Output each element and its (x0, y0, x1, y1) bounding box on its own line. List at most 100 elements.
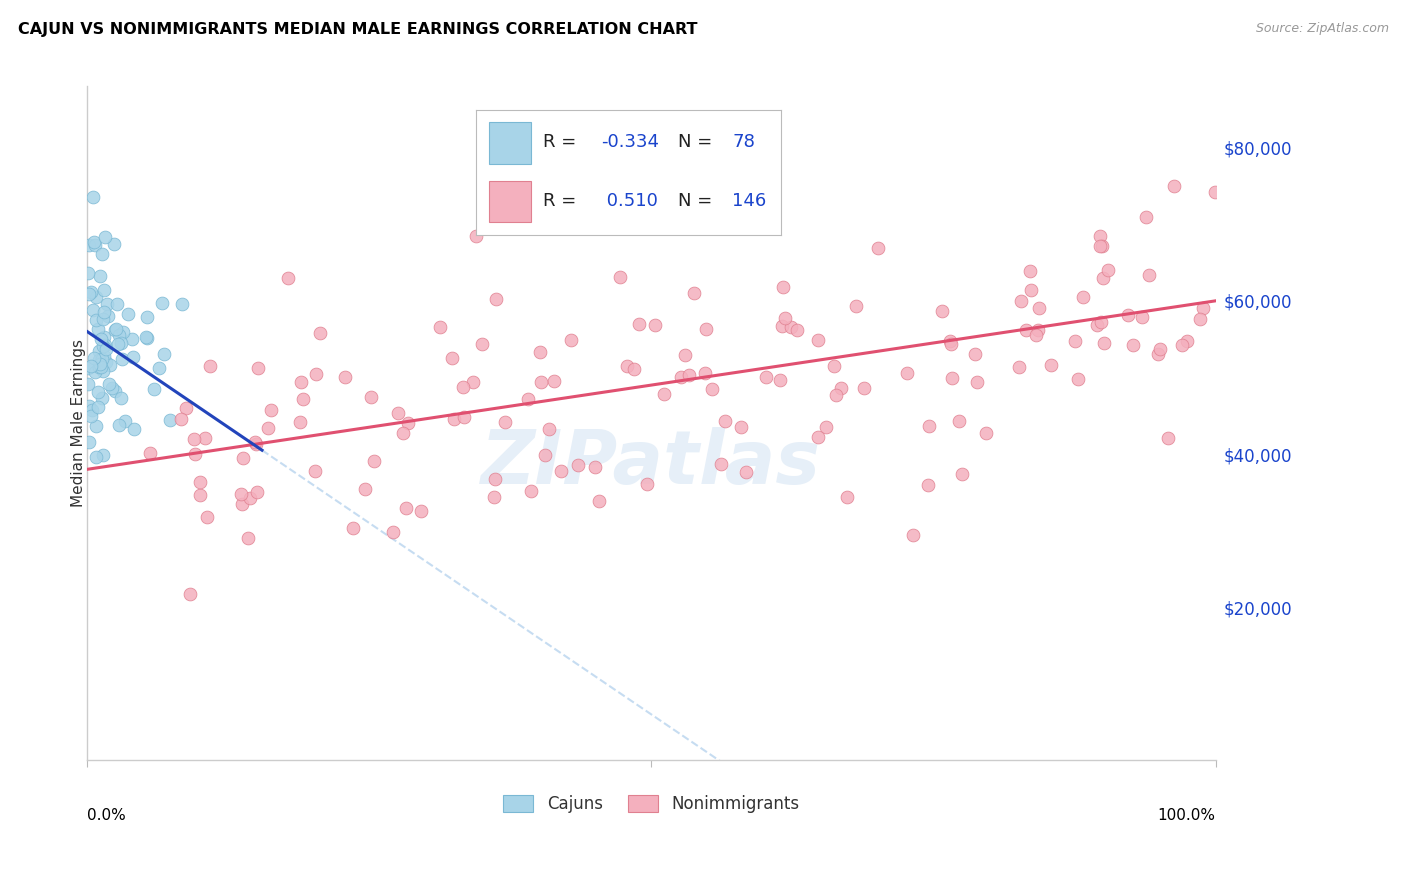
Point (363, 454, 385, 468)
Point (560, 334, 582, 348)
Point (484, 472, 506, 486)
Point (966, 375, 988, 389)
Point (1092, 271, 1115, 285)
Point (1019, 264, 1042, 278)
Point (693, 366, 716, 380)
Point (623, 362, 645, 376)
Point (93, 305, 115, 319)
Point (86, 401, 108, 415)
Point (845, 299, 868, 313)
Point (93, 329, 115, 343)
Text: CAJUN VS NONIMMIGRANTS MEDIAN MALE EARNINGS CORRELATION CHART: CAJUN VS NONIMMIGRANTS MEDIAN MALE EARNI… (18, 22, 697, 37)
Point (107, 337, 129, 351)
Point (1088, 239, 1111, 253)
Point (188, 487, 211, 501)
Point (779, 320, 801, 334)
Point (121, 350, 143, 364)
Point (1122, 338, 1144, 352)
Point (710, 457, 733, 471)
Point (770, 319, 793, 334)
Point (730, 420, 752, 434)
Point (1071, 290, 1094, 304)
Point (198, 359, 221, 373)
Point (86, 419, 108, 434)
Point (807, 430, 830, 444)
Point (734, 465, 756, 479)
Point (148, 360, 170, 375)
Point (974, 425, 997, 440)
Point (89, 358, 111, 372)
Point (755, 370, 778, 384)
Point (1025, 328, 1047, 343)
Point (256, 421, 278, 435)
Point (77, 361, 100, 376)
Point (194, 431, 217, 445)
Point (77, 377, 100, 392)
Point (82, 303, 104, 318)
Point (94, 230, 117, 244)
Point (135, 310, 157, 325)
Point (1090, 315, 1112, 329)
Point (950, 467, 973, 482)
Point (786, 323, 808, 337)
Point (1204, 185, 1226, 199)
Text: ZIPatlas: ZIPatlas (481, 427, 821, 500)
Point (837, 490, 859, 504)
Point (309, 326, 332, 340)
Point (392, 425, 415, 440)
Point (494, 415, 516, 429)
Point (83, 351, 105, 366)
Point (530, 375, 553, 389)
Point (583, 459, 606, 474)
Point (896, 366, 918, 380)
Point (93, 349, 115, 363)
Point (1171, 338, 1194, 352)
Point (91, 448, 114, 462)
Point (1021, 283, 1043, 297)
Point (714, 414, 737, 428)
Point (1118, 308, 1140, 322)
Point (77, 434, 100, 449)
Point (1175, 334, 1198, 348)
Point (471, 337, 494, 351)
Point (1010, 293, 1032, 308)
Point (170, 297, 193, 311)
Point (292, 392, 315, 406)
Point (142, 382, 165, 396)
Point (1092, 336, 1115, 351)
Point (239, 491, 262, 505)
Point (682, 286, 704, 301)
Point (87, 360, 110, 375)
Point (114, 414, 136, 428)
Point (673, 348, 696, 362)
Point (1163, 178, 1185, 193)
Point (463, 375, 485, 389)
Point (110, 336, 132, 351)
Point (231, 498, 253, 512)
Point (90, 352, 112, 367)
Point (153, 347, 176, 361)
Text: Source: ZipAtlas.com: Source: ZipAtlas.com (1256, 22, 1389, 36)
Point (84, 365, 107, 379)
Point (814, 419, 837, 434)
Point (98, 359, 121, 373)
Point (232, 451, 254, 466)
Point (121, 332, 143, 346)
Point (97, 309, 120, 323)
Point (83, 237, 105, 252)
Point (918, 419, 941, 434)
Point (451, 380, 474, 394)
Point (82, 190, 104, 204)
Point (150, 295, 173, 310)
Point (360, 390, 382, 404)
Point (609, 270, 631, 285)
Point (105, 296, 128, 310)
Point (288, 415, 311, 429)
Point (277, 270, 299, 285)
Point (103, 237, 125, 252)
Point (290, 375, 312, 389)
Point (188, 475, 211, 490)
Point (917, 477, 939, 491)
Point (333, 369, 356, 384)
Point (465, 228, 488, 243)
